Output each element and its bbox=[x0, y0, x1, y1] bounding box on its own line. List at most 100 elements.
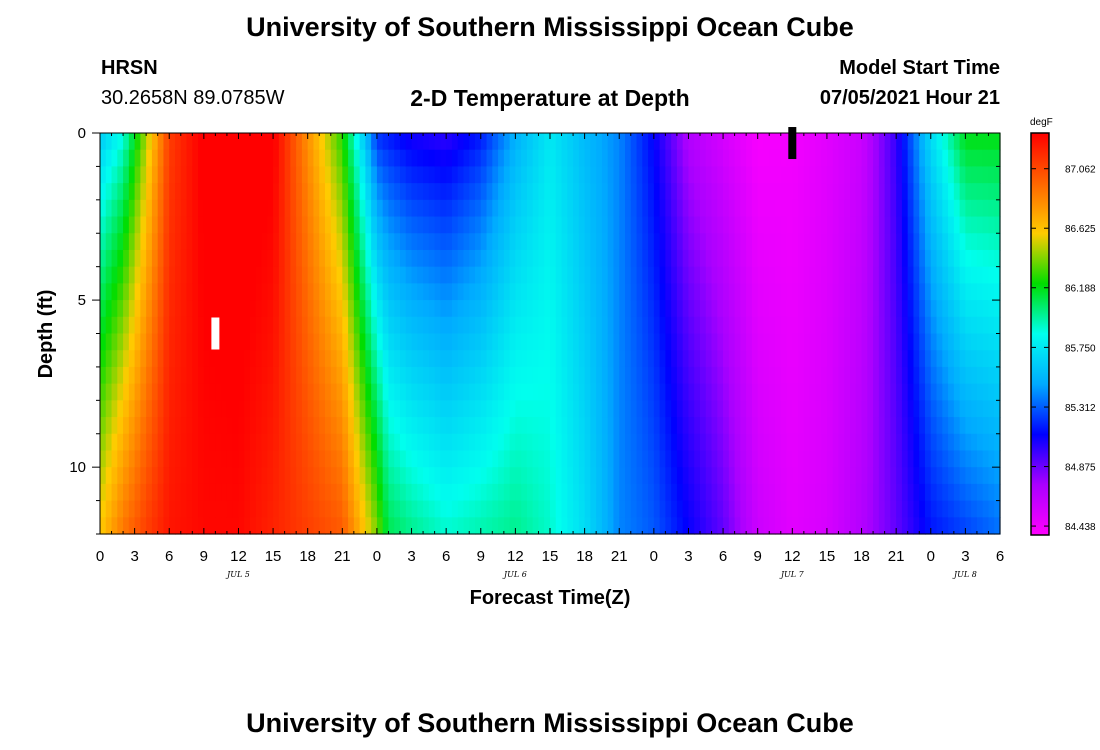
heatmap-cell bbox=[538, 233, 545, 251]
heatmap-cell bbox=[555, 249, 563, 268]
heatmap-cell bbox=[896, 333, 903, 351]
heatmap-cell bbox=[353, 199, 361, 218]
heatmap-cell bbox=[532, 433, 540, 452]
heatmap-cell bbox=[705, 300, 713, 318]
heatmap-cell bbox=[769, 266, 776, 284]
heatmap-cell bbox=[821, 166, 828, 184]
heatmap-cell bbox=[821, 133, 828, 151]
heatmap-cell bbox=[336, 350, 343, 368]
heatmap-cell bbox=[636, 383, 643, 401]
heatmap-cell bbox=[671, 316, 678, 335]
heatmap-cell bbox=[971, 249, 978, 268]
heatmap-cell bbox=[509, 199, 516, 218]
heatmap-cell bbox=[157, 350, 165, 368]
heatmap-cell bbox=[469, 216, 476, 234]
heatmap-cell bbox=[175, 500, 182, 518]
heatmap-cell bbox=[925, 517, 932, 535]
heatmap-cell bbox=[578, 433, 586, 452]
heatmap-cell bbox=[376, 166, 384, 184]
heatmap-cell bbox=[267, 467, 274, 485]
heatmap-cell bbox=[273, 333, 280, 351]
heatmap-cell bbox=[584, 133, 591, 151]
heatmap-cell bbox=[550, 366, 557, 385]
heatmap-cell bbox=[359, 300, 366, 318]
heatmap-cell bbox=[705, 183, 713, 201]
heatmap-cell bbox=[890, 199, 897, 218]
heatmap-cell bbox=[376, 199, 384, 218]
heatmap-cell bbox=[423, 133, 430, 151]
heatmap-cell bbox=[988, 183, 995, 201]
heatmap-cell bbox=[250, 350, 257, 368]
heatmap-cell bbox=[682, 166, 690, 184]
heatmap-cell bbox=[994, 149, 1001, 168]
heatmap-cell bbox=[561, 383, 568, 401]
heatmap-cell bbox=[509, 500, 516, 518]
heatmap-cell bbox=[798, 383, 805, 401]
heatmap-cell bbox=[619, 183, 626, 201]
heatmap-cell bbox=[348, 166, 355, 184]
heatmap-cell bbox=[388, 350, 395, 368]
heatmap-cell bbox=[480, 333, 488, 351]
heatmap-cell bbox=[169, 283, 176, 301]
heatmap-cell bbox=[186, 249, 193, 268]
heatmap-cell bbox=[146, 249, 153, 268]
heatmap-cell bbox=[457, 316, 465, 335]
heatmap-cell bbox=[584, 283, 591, 301]
heatmap-cell bbox=[405, 233, 413, 251]
heatmap-cell bbox=[544, 133, 551, 151]
heatmap-cell bbox=[151, 417, 159, 435]
heatmap-cell bbox=[700, 183, 707, 201]
heatmap-cell bbox=[509, 316, 516, 335]
heatmap-cell bbox=[538, 266, 545, 284]
heatmap-cell bbox=[936, 266, 943, 284]
heatmap-cell bbox=[826, 400, 834, 418]
heatmap-cell bbox=[757, 417, 765, 435]
heatmap-cell bbox=[757, 450, 765, 468]
heatmap-cell bbox=[584, 266, 591, 284]
heatmap-cell bbox=[411, 199, 418, 218]
heatmap-cell bbox=[948, 500, 955, 518]
heatmap-cell bbox=[648, 149, 655, 168]
heatmap-cell bbox=[648, 517, 655, 535]
heatmap-cell bbox=[844, 316, 851, 335]
heatmap-cell bbox=[232, 249, 240, 268]
heatmap-cell bbox=[394, 233, 401, 251]
heatmap-cell bbox=[786, 467, 793, 485]
heatmap-cell bbox=[417, 350, 424, 368]
heatmap-cell bbox=[682, 400, 690, 418]
heatmap-cell bbox=[751, 400, 759, 418]
heatmap-cell bbox=[780, 199, 788, 218]
heatmap-cell bbox=[884, 400, 891, 418]
heatmap-cell bbox=[994, 433, 1001, 452]
heatmap-cell bbox=[832, 350, 840, 368]
heatmap-cell bbox=[146, 417, 153, 435]
heatmap-cell bbox=[336, 316, 343, 335]
heatmap-cell bbox=[792, 467, 799, 485]
heatmap-cell bbox=[665, 133, 672, 151]
heatmap-cell bbox=[682, 483, 690, 502]
heatmap-cell bbox=[342, 283, 349, 301]
heatmap-cell bbox=[198, 266, 205, 284]
heatmap-cell bbox=[607, 433, 615, 452]
heatmap-cell bbox=[676, 266, 684, 284]
heatmap-cell bbox=[261, 417, 268, 435]
heatmap-cell bbox=[180, 517, 188, 535]
heatmap-cell bbox=[619, 517, 626, 535]
heatmap-cell bbox=[492, 350, 499, 368]
heatmap-cell bbox=[561, 199, 568, 218]
heatmap-cell bbox=[400, 467, 407, 485]
heatmap-cell bbox=[203, 133, 211, 151]
x-tick-label: 0 bbox=[96, 548, 104, 565]
heatmap-cell bbox=[296, 383, 303, 401]
heatmap-cell bbox=[515, 433, 522, 452]
heatmap-cell bbox=[486, 166, 493, 184]
heatmap-cell bbox=[336, 283, 343, 301]
heatmap-cell bbox=[665, 350, 672, 368]
heatmap-cell bbox=[780, 400, 788, 418]
heatmap-markers bbox=[211, 127, 797, 350]
heatmap-cell bbox=[290, 316, 297, 335]
heatmap-cell bbox=[757, 383, 765, 401]
heatmap-cell bbox=[769, 133, 776, 151]
heatmap-cell bbox=[509, 400, 516, 418]
heatmap-cell bbox=[100, 383, 107, 401]
